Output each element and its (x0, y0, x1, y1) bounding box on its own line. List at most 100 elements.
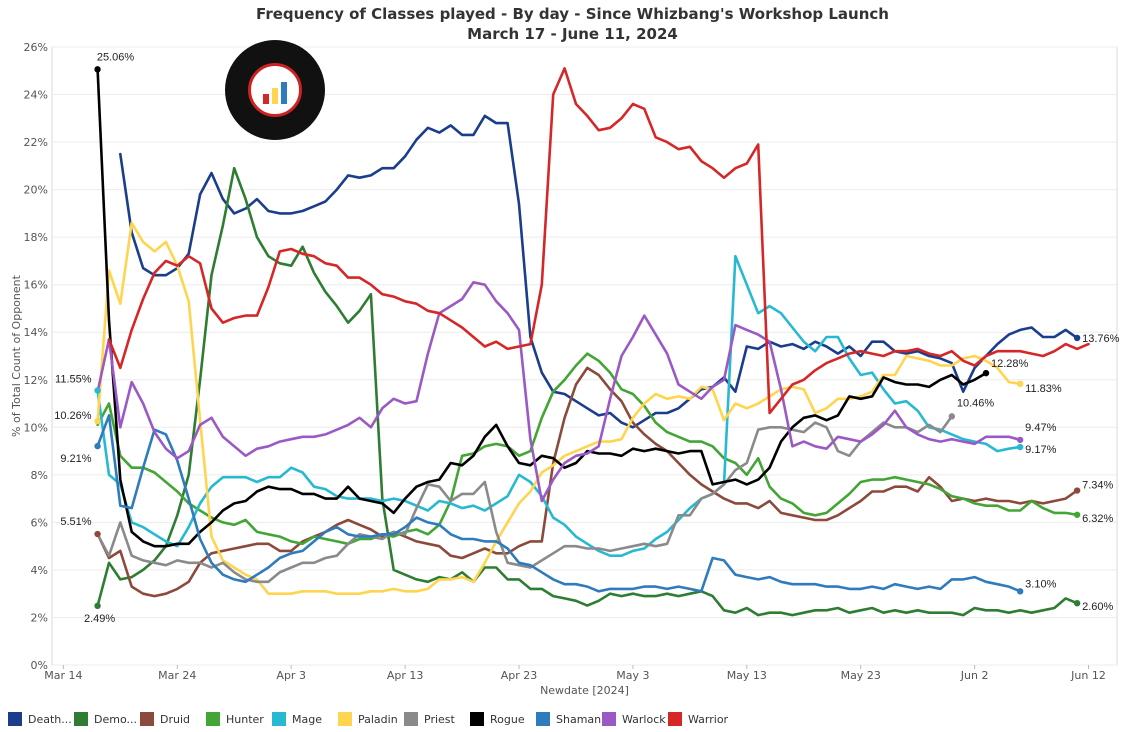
legend-label: Death... (28, 712, 72, 726)
end-label-death-knight: 13.76% (1082, 333, 1120, 345)
legend-swatch (470, 712, 484, 726)
start-label-shaman: 9.21% (60, 453, 91, 465)
end-label-paladin: 11.83% (1025, 383, 1062, 395)
legend-label: Druid (160, 712, 191, 726)
legend-swatch (668, 712, 682, 726)
legend-label: Paladin (358, 712, 398, 726)
legend-label: Warrior (688, 712, 729, 726)
start-point-demon-hunter (94, 602, 101, 610)
x-axis-label: Newdate [2024] (540, 684, 629, 697)
y-tick-label: 6% (31, 516, 48, 529)
y-tick-label: 16% (24, 279, 48, 292)
end-label-priest: 10.46% (957, 397, 995, 409)
end-point-mage (1016, 443, 1024, 451)
chart-title: Frequency of Classes played - By day - S… (256, 5, 889, 23)
legend-item-warlock[interactable]: Warlock (602, 712, 668, 726)
start-label-rogue: 25.06% (97, 51, 135, 63)
x-tick-label: Jun 2 (960, 669, 989, 682)
end-label-mage: 9.17% (1025, 444, 1056, 456)
start-point-druid (94, 530, 101, 538)
series-line-warrior (107, 67, 1090, 415)
end-point-warlock (1016, 436, 1024, 444)
legend-label: Shaman (556, 712, 602, 726)
x-tick-label: Apr 3 (276, 669, 306, 682)
y-tick-label: 20% (24, 184, 48, 197)
legend-item-paladin[interactable]: Paladin (338, 712, 404, 726)
y-tick-label: 10% (24, 421, 48, 434)
x-tick-label: May 13 (727, 669, 767, 682)
chart-subtitle: March 17 - June 11, 2024 (467, 25, 678, 43)
legend-swatch (8, 712, 22, 726)
legend-label: Priest (424, 712, 455, 726)
end-label-hunter: 6.32% (1082, 513, 1113, 525)
logo-chart-icon (248, 63, 302, 117)
legend-item-death-knight[interactable]: Death... (8, 712, 74, 726)
legend-swatch (338, 712, 352, 726)
series-line-shaman (96, 414, 1022, 593)
y-tick-label: 14% (24, 326, 48, 339)
end-point-death-knight (1073, 334, 1081, 342)
y-tick-label: 0% (31, 659, 48, 672)
x-tick-label: May 3 (616, 669, 649, 682)
x-tick-label: Apr 13 (387, 669, 424, 682)
legend-swatch (74, 712, 88, 726)
end-point-priest (948, 413, 956, 420)
start-label-demon-hunter: 2.49% (84, 613, 115, 625)
y-tick-label: 12% (24, 374, 48, 387)
y-tick-label: 2% (31, 611, 48, 624)
legend-item-warrior[interactable]: Warrior (668, 712, 738, 726)
y-tick-label: 18% (24, 231, 48, 244)
series-line-rogue (96, 68, 988, 548)
start-label-mage: 11.55% (55, 373, 92, 385)
data-reaper-logo (225, 40, 325, 140)
start-point-rogue (94, 66, 101, 73)
end-point-druid (1073, 487, 1081, 494)
x-tick-label: Mar 14 (44, 669, 82, 682)
end-label-rogue: 12.28% (991, 358, 1029, 370)
legend-item-shaman[interactable]: Shaman (536, 712, 602, 726)
legend-label: Hunter (226, 712, 264, 726)
y-tick-label: 4% (31, 564, 48, 577)
legend-swatch (404, 712, 418, 726)
y-tick-label: 8% (31, 469, 48, 482)
legend-item-mage[interactable]: Mage (272, 712, 338, 726)
end-label-warlock: 9.47% (1025, 422, 1056, 434)
y-axis-label: % of Total Count of Opponent (10, 274, 23, 437)
start-label-druid: 5.51% (60, 516, 91, 528)
y-tick-label: 26% (24, 41, 48, 54)
legend-item-rogue[interactable]: Rogue (470, 712, 536, 726)
chart-legend: Death... Demo... Druid Hunter Mage Paladin Pri… (8, 710, 738, 728)
end-point-rogue (982, 369, 990, 377)
start-point-shaman (94, 442, 101, 450)
legend-swatch (206, 712, 220, 726)
end-point-shaman (1016, 588, 1024, 595)
series-line-death-knight (119, 114, 1079, 429)
legend-item-demon-hunter[interactable]: Demo... (74, 712, 140, 726)
x-tick-label: Jun 12 (1070, 669, 1106, 682)
legend-swatch (536, 712, 550, 726)
legend-label: Demo... (94, 712, 137, 726)
end-label-druid: 7.34% (1082, 480, 1113, 492)
y-tick-label: 22% (24, 136, 48, 149)
legend-swatch (140, 712, 154, 726)
end-point-demon-hunter (1073, 600, 1081, 607)
legend-label: Mage (292, 712, 322, 726)
series-line-demon-hunter (96, 166, 1079, 617)
start-point-paladin (94, 417, 101, 425)
legend-item-priest[interactable]: Priest (404, 712, 470, 726)
x-tick-label: May 23 (841, 669, 881, 682)
legend-swatch (602, 712, 616, 726)
series-line-hunter (96, 352, 1079, 546)
x-tick-label: Apr 23 (501, 669, 538, 682)
legend-label: Warlock (622, 712, 666, 726)
end-point-hunter (1073, 511, 1081, 518)
series-line-mage (96, 254, 1022, 557)
x-tick-label: Mar 24 (158, 669, 196, 682)
end-label-demon-hunter: 2.60% (1082, 601, 1113, 613)
series-line-warlock (96, 281, 1022, 503)
y-tick-label: 24% (24, 89, 48, 102)
series-line-priest (96, 415, 954, 584)
legend-item-hunter[interactable]: Hunter (206, 712, 272, 726)
series-line-druid (96, 366, 1079, 598)
legend-item-druid[interactable]: Druid (140, 712, 206, 726)
